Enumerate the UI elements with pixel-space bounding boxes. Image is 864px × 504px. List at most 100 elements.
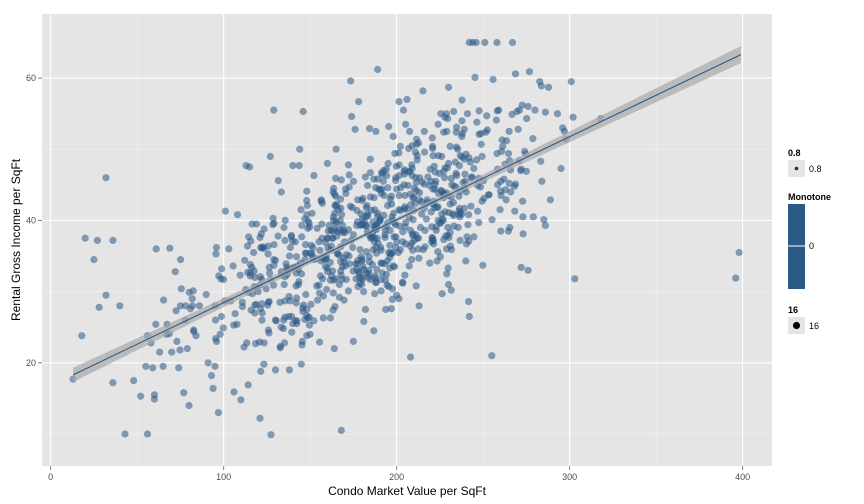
scatter-point — [349, 243, 357, 252]
scatter-point — [349, 177, 358, 185]
scatter-point — [449, 199, 457, 207]
scatter-point — [421, 148, 429, 156]
scatter-point — [522, 167, 531, 175]
scatter-point — [495, 106, 503, 114]
scatter-point — [567, 78, 575, 86]
scatter-point — [236, 271, 244, 279]
scatter-point — [428, 233, 436, 242]
scatter-point — [471, 73, 479, 81]
scatter-point — [93, 236, 101, 244]
scatter-point — [488, 352, 496, 360]
scatter-point — [175, 364, 183, 372]
scatter-point — [262, 285, 270, 293]
scatter-point — [257, 243, 265, 252]
scatter-point — [467, 202, 475, 210]
plot-panel — [42, 14, 772, 466]
scatter-point — [292, 299, 300, 307]
scatter-point — [432, 177, 440, 185]
scatter-point — [195, 302, 203, 310]
scatter-point — [266, 269, 274, 277]
scatter-point — [243, 242, 252, 250]
scatter-point — [325, 221, 333, 229]
scatter-point — [541, 221, 550, 229]
scatter-point — [411, 148, 420, 156]
scatter-point — [323, 285, 331, 294]
scatter-point — [401, 271, 409, 279]
scatter-point — [303, 312, 311, 320]
scatter-point — [409, 216, 417, 224]
scatter-point — [456, 236, 464, 244]
y-tick-label: 40 — [26, 215, 36, 225]
scatter-point — [446, 228, 454, 237]
scatter-point — [390, 263, 399, 271]
scatter-point — [171, 268, 179, 276]
scatter-point — [248, 220, 256, 228]
scatter-point — [489, 75, 497, 84]
scatter-point — [355, 268, 363, 276]
scatter-point — [345, 252, 353, 260]
scatter-point — [329, 234, 337, 242]
scatter-point — [478, 197, 486, 205]
scatter-point — [270, 241, 278, 249]
scatter-point — [537, 157, 545, 165]
scatter-point — [511, 207, 519, 215]
scatter-point — [176, 302, 184, 310]
scatter-point — [362, 269, 370, 277]
scatter-point — [401, 223, 409, 231]
scatter-point — [524, 102, 532, 111]
scatter-point — [356, 279, 364, 287]
scatter-point — [303, 211, 311, 219]
scatter-point — [470, 233, 478, 241]
scatter-point — [372, 127, 380, 135]
scatter-point — [344, 161, 352, 169]
scatter-point — [219, 324, 227, 332]
scatter-point — [238, 298, 246, 306]
scatter-point — [377, 275, 385, 284]
scatter-point — [465, 237, 473, 245]
scatter-point — [271, 316, 280, 324]
scatter-point — [337, 176, 345, 184]
scatter-point — [537, 82, 546, 90]
scatter-point — [152, 320, 160, 328]
scatter-point — [308, 249, 316, 257]
scatter-point — [477, 140, 485, 148]
scatter-point — [497, 227, 505, 235]
scatter-point — [256, 414, 264, 422]
scatter-point — [497, 177, 505, 185]
scatter-point — [319, 314, 327, 322]
scatter-point — [444, 280, 453, 289]
y-axis-title: Rental Gross Income per SqFt — [9, 158, 23, 321]
scatter-point — [497, 191, 505, 200]
scatter-point — [475, 107, 483, 115]
scatter-point — [241, 256, 249, 264]
scatter-point — [355, 273, 363, 281]
scatter-point — [406, 226, 415, 234]
scatter-point — [339, 263, 347, 271]
scatter-point — [419, 87, 427, 95]
scatter-point — [270, 256, 278, 264]
scatter-point — [525, 68, 534, 76]
scatter-point — [485, 191, 493, 199]
scatter-point — [251, 309, 259, 317]
scatter-point — [461, 170, 469, 178]
scatter-point — [458, 96, 466, 104]
scatter-point — [316, 246, 324, 254]
scatter-point — [450, 107, 458, 116]
scatter-point — [507, 188, 515, 196]
scatter-point — [434, 203, 442, 211]
scatter-point — [361, 305, 370, 313]
scatter-point — [233, 211, 242, 219]
scatter-point — [294, 280, 303, 289]
scatter-point — [215, 272, 223, 280]
scatter-point — [506, 223, 514, 232]
scatter-point — [353, 218, 362, 226]
scatter-point — [323, 159, 331, 168]
scatter-point — [519, 213, 527, 221]
scatter-point — [465, 312, 473, 321]
scatter-point — [473, 118, 481, 126]
y-tick-label: 20 — [26, 358, 36, 368]
scatter-point — [447, 174, 455, 182]
scatter-point — [295, 162, 303, 170]
scatter-point — [121, 430, 129, 438]
